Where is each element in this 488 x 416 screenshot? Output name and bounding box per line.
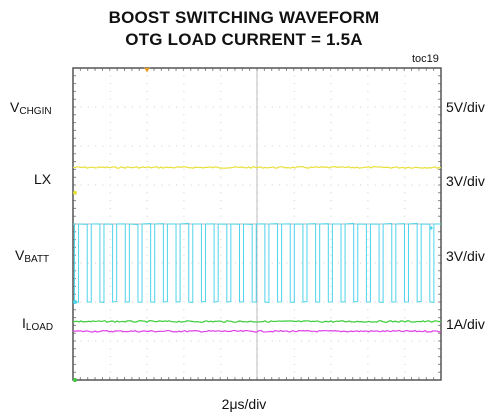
figure-id: toc19 [412,53,439,65]
ground-marker-iload [73,378,77,382]
trigger-marker [144,67,150,73]
ground-marker-vchgin [73,190,77,195]
ground-marker-lx [73,300,77,304]
chart-title: BOOST SWITCHING WAVEFORM [108,8,380,27]
trace-lx [72,222,441,304]
trace-vbatt [72,329,442,333]
scale-label-vchgin: 5V/div [446,99,485,115]
scale-label-vbatt: 3V/div [446,248,485,264]
trace-label-vchgin: VCHGIN [10,99,52,117]
trace-label-iload: ILOAD [22,315,54,333]
x-axis-label: 2μs/div [221,396,267,412]
trace-marker-lx-right [429,226,433,230]
trace-iload [72,320,442,324]
trace-vchgin [72,166,442,169]
scale-label-lx: 3V/div [446,173,485,189]
chart-subtitle: OTG LOAD CURRENT = 1.5A [125,30,363,49]
scale-label-iload: 1A/div [446,316,485,332]
trace-label-vbatt: VBATT [15,247,50,265]
trace-label-lx: LX [34,171,52,187]
grid-dots [73,67,435,373]
